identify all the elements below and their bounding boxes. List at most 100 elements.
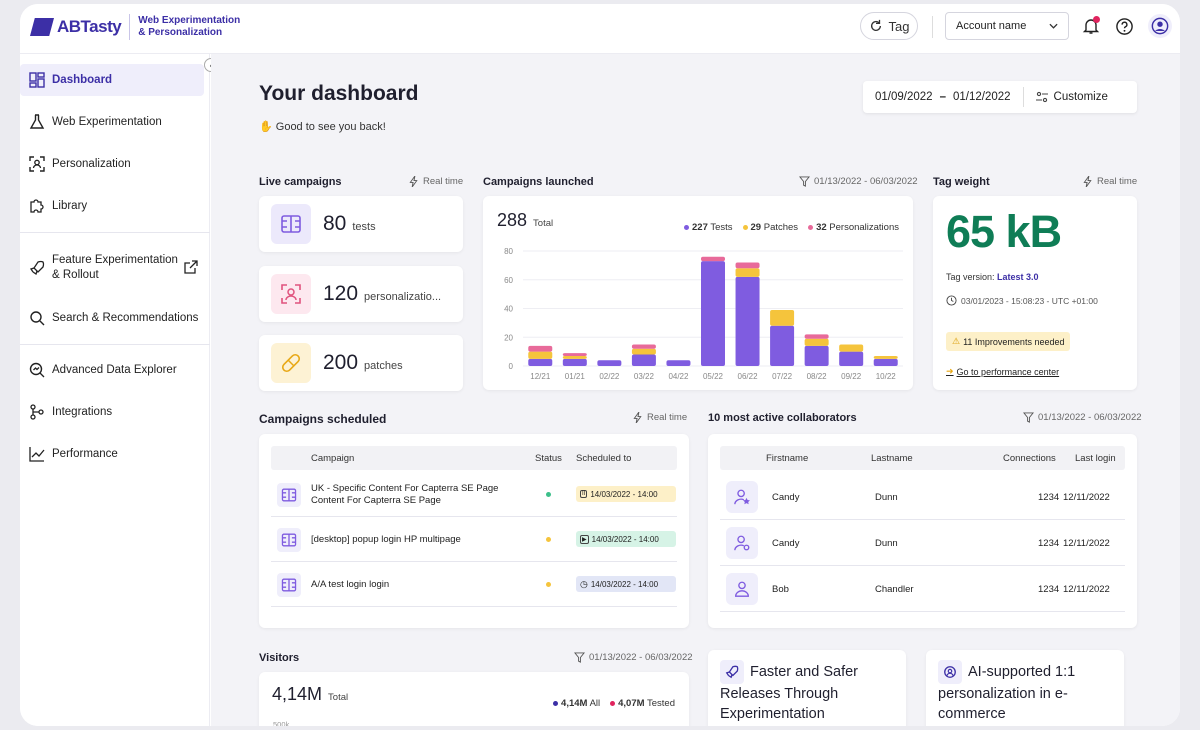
table-row[interactable]: Bob Chandler 1234 12/11/2022: [720, 566, 1125, 612]
performance-center-link[interactable]: ➜ Go to performance center: [946, 366, 1060, 377]
test-icon: [277, 573, 301, 597]
table-row[interactable]: A/A test login login ◷ 14/03/2022 - 14:0…: [271, 562, 677, 607]
page-subtitle: ✋ Good to see you back!: [259, 121, 386, 133]
tag-button[interactable]: Tag: [860, 12, 918, 40]
puzzle-icon: [28, 197, 46, 215]
product-line2: & Personalization: [138, 27, 223, 38]
status-dot: [546, 582, 551, 587]
collab-lastname: Chandler: [875, 584, 914, 595]
clock-icon: ◷: [580, 578, 588, 589]
customize-button[interactable]: Customize: [1035, 91, 1108, 103]
brand-name: ABTasty: [57, 17, 122, 36]
user-avatar-button[interactable]: [1148, 14, 1172, 38]
chevron-down-icon: [1049, 23, 1058, 29]
improvements-badge[interactable]: ⚠ 11 Improvements needed: [946, 332, 1071, 351]
app-window: ABTasty Web Experimentation & Personaliz…: [20, 4, 1180, 726]
live-card-patches[interactable]: 200 patches: [259, 335, 463, 391]
filter-icon: [799, 176, 810, 187]
campaigns-scheduled-card: Campaign Status Scheduled to UK - Specif…: [259, 434, 689, 628]
collaborators-title: 10 most active collaborators: [708, 412, 857, 424]
table-row[interactable]: Candy Dunn 1234 12/11/2022: [720, 474, 1125, 520]
legend-tested: 4,07M Tested: [610, 698, 675, 709]
legend-personalizations: 32 Personalizations: [808, 222, 899, 233]
live-card-tests[interactable]: 80 tests: [259, 196, 463, 252]
pause-icon: II: [580, 490, 588, 498]
sidebar-item-integrations[interactable]: Integrations: [20, 396, 204, 428]
clock-icon: [946, 295, 957, 306]
col-scheduled: Scheduled to: [576, 453, 632, 464]
visitors-legend: 4,14M All 4,07M Tested: [553, 698, 675, 709]
search-icon: [28, 309, 46, 327]
visitors-meta[interactable]: 01/13/2022 - 06/03/2022: [574, 652, 693, 663]
bar-tests: [701, 261, 725, 366]
campaigns-scheduled-title: Campaigns scheduled: [259, 412, 387, 426]
visitors-total-value: 4,14M: [272, 684, 323, 704]
test-icon: [271, 204, 311, 244]
scheduled-pill: ◷ 14/03/2022 - 14:00: [576, 576, 676, 592]
main-content: Your dashboard ✋ Good to see you back! 0…: [211, 54, 1180, 726]
visitors-title: Visitors: [259, 652, 300, 664]
campaigns-scheduled-meta: Real time: [633, 412, 687, 423]
bar-patches: [562, 355, 587, 359]
campaigns-launched-title: Campaigns launched: [483, 176, 594, 188]
account-select[interactable]: Account name: [945, 12, 1069, 40]
collab-lastname: Dunn: [875, 492, 898, 503]
bar-tests: [631, 354, 656, 366]
tag-version-link[interactable]: Latest 3.0: [997, 272, 1039, 282]
launched-total-label: Total: [533, 218, 554, 229]
live-campaigns-meta: Real time: [409, 176, 463, 187]
bar-tests: [562, 358, 587, 366]
filter-icon: [574, 652, 585, 663]
collaborators-meta[interactable]: 01/13/2022 - 06/03/2022: [1023, 412, 1142, 423]
sidebar-item-feature-experimentation[interactable]: Feature Experimentation & Rollout: [20, 248, 204, 288]
x-tick-label: 06/22: [738, 372, 759, 381]
promo-card-ai-personalization[interactable]: AI-supported 1:1 personalization in e- c…: [926, 650, 1124, 726]
campaign-name: UK - Specific Content For Capterra SE Pa…: [311, 483, 499, 494]
y-tick-label: 0: [509, 362, 514, 371]
bar-tests: [804, 345, 829, 366]
visitors-card: 4,14M Total 4,14M All 4,07M Tested 500k: [259, 672, 689, 726]
table-row[interactable]: [desktop] popup login HP multipage ▶ 14/…: [271, 517, 677, 562]
col-last-login: Last login: [1075, 453, 1116, 464]
chevron-left-icon: ‹: [210, 61, 213, 70]
notifications-button[interactable]: [1080, 15, 1102, 37]
sidebar-item-performance[interactable]: Performance: [20, 438, 204, 470]
promo-line1: Faster and Safer: [750, 663, 858, 680]
col-firstname: Firstname: [766, 453, 809, 464]
promo-card-faster-releases[interactable]: Faster and Safer Releases Through Experi…: [708, 650, 906, 726]
visitors-total-label: Total: [328, 692, 349, 703]
col-connections: Connections: [1003, 453, 1056, 464]
table-row[interactable]: UK - Specific Content For Capterra SE Pa…: [271, 472, 677, 517]
bar-patches: [770, 309, 795, 326]
sidebar-item-personalization[interactable]: Personalization: [20, 148, 204, 180]
date-from[interactable]: 01/09/2022: [875, 91, 933, 103]
sidebar-item-web-experimentation[interactable]: Web Experimentation: [20, 106, 204, 138]
sliders-icon: [1035, 91, 1048, 103]
filter-icon: [1023, 412, 1034, 423]
x-tick-label: 08/22: [807, 372, 828, 381]
visitors-ytick: 500k: [273, 720, 290, 726]
sidebar-item-dashboard[interactable]: Dashboard: [20, 64, 204, 96]
collaborators-card: Firstname Lastname Connections Last logi…: [708, 434, 1137, 628]
test-icon: [277, 483, 301, 507]
campaigns-launched-meta[interactable]: 01/13/2022 - 06/03/2022: [799, 176, 918, 187]
campaigns-launched-chart: 0 20 40 60 80 12/21 01/21 02/22 03/22 04/22 05/22 0…: [504, 247, 903, 381]
rocket-icon: [28, 259, 46, 277]
live-campaigns-title: Live campaigns: [259, 176, 342, 188]
x-tick-label: 09/22: [841, 372, 862, 381]
col-lastname: Lastname: [871, 453, 913, 464]
sidebar-item-label: Feature Experimentation: [52, 254, 178, 266]
date-to[interactable]: 01/12/2022: [952, 91, 1011, 103]
sidebar-item-library[interactable]: Library: [20, 190, 204, 222]
sidebar-item-advanced-data-explorer[interactable]: Advanced Data Explorer: [20, 354, 204, 386]
live-tests-label: tests: [352, 221, 376, 233]
table-row[interactable]: Candy Dunn 1234 12/11/2022: [720, 520, 1125, 566]
sidebar-item-search-recommendations[interactable]: Search & Recommendations: [20, 302, 204, 334]
help-button[interactable]: [1113, 15, 1135, 37]
sidebar: Dashboard Web Experimentation Personaliz…: [20, 54, 210, 726]
live-card-personalizations[interactable]: 120 personalizatio...: [259, 266, 463, 322]
bar-patches: [873, 355, 898, 359]
logo[interactable]: ABTasty Web Experimentation & Personaliz…: [30, 14, 240, 40]
sidebar-item-label: Search & Recommendations: [52, 312, 199, 324]
bar-personalizations: [735, 262, 760, 269]
